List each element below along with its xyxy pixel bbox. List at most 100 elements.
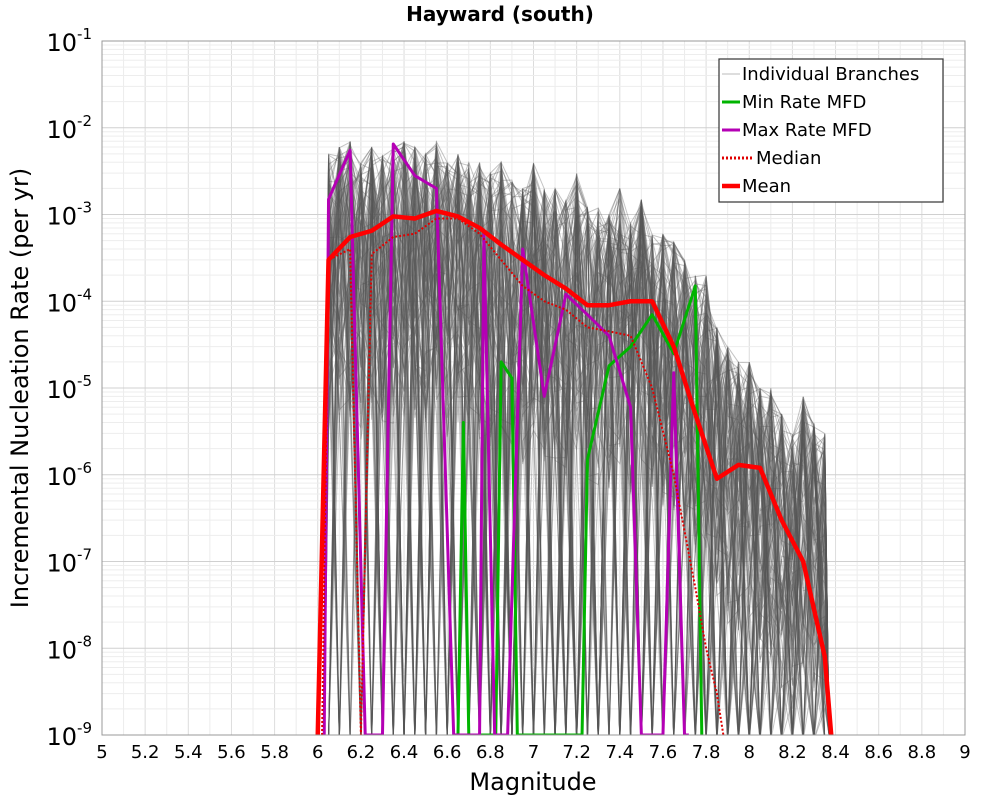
branch-line bbox=[323, 147, 830, 735]
branch-line bbox=[323, 154, 830, 735]
x-tick-label: 6.6 bbox=[433, 742, 462, 763]
y-tick-label: 10-1 bbox=[46, 25, 92, 57]
branch-line bbox=[323, 169, 830, 735]
branch-line bbox=[323, 158, 830, 735]
branch-line bbox=[324, 145, 830, 735]
branch-line bbox=[323, 142, 830, 735]
branch-line bbox=[323, 154, 830, 735]
branch-line bbox=[323, 155, 830, 735]
branch-line bbox=[323, 154, 830, 735]
x-tick-label: 7.2 bbox=[562, 742, 591, 763]
branch-line bbox=[323, 146, 830, 735]
branch-line bbox=[323, 142, 830, 735]
plot-frame bbox=[101, 40, 966, 736]
y-tick-label: 10-9 bbox=[46, 719, 92, 751]
legend-label: Min Rate MFD bbox=[742, 92, 866, 113]
branch-line bbox=[323, 148, 830, 735]
branch-line bbox=[323, 145, 830, 735]
branch-line bbox=[323, 146, 830, 735]
branch-line bbox=[323, 147, 830, 735]
y-tick-label: 10-7 bbox=[46, 546, 92, 578]
branch-line bbox=[324, 182, 830, 735]
branch-line bbox=[323, 148, 830, 735]
branch-line bbox=[323, 141, 830, 735]
branch-line bbox=[323, 161, 830, 735]
branch-line bbox=[323, 150, 830, 735]
branch-line bbox=[323, 169, 830, 735]
branch-line bbox=[323, 156, 830, 735]
branch-line bbox=[323, 148, 830, 735]
y-tick-label: 10-3 bbox=[46, 199, 92, 231]
branch-line bbox=[324, 142, 830, 735]
branch-line bbox=[323, 165, 830, 735]
branch-line bbox=[323, 162, 830, 735]
branch-line bbox=[324, 158, 830, 735]
branch-line bbox=[323, 149, 830, 735]
branch-line bbox=[323, 158, 830, 735]
legend: Individual Branches Min Rate MFD Max Rate … bbox=[718, 58, 944, 203]
branch-line bbox=[323, 147, 830, 735]
branch-line bbox=[323, 186, 830, 735]
x-tick-label: 5.8 bbox=[260, 742, 289, 763]
y-tick-label: 10-2 bbox=[46, 112, 92, 144]
branch-line bbox=[323, 147, 830, 735]
branch-line bbox=[323, 156, 830, 735]
branch-line bbox=[323, 147, 830, 735]
branch-line bbox=[324, 151, 830, 735]
branch-line bbox=[324, 156, 830, 735]
branch-line bbox=[323, 149, 830, 735]
x-tick-label: 9 bbox=[959, 742, 970, 763]
x-tick-label: 6.2 bbox=[347, 742, 376, 763]
branch-line bbox=[323, 143, 830, 735]
branch-line bbox=[323, 169, 830, 735]
branch-line bbox=[323, 161, 830, 735]
branch-line bbox=[323, 149, 830, 735]
branch-line bbox=[323, 146, 830, 735]
branch-line bbox=[324, 166, 830, 735]
branch-line bbox=[323, 145, 830, 735]
branch-line bbox=[323, 154, 830, 735]
branch-line bbox=[323, 139, 830, 735]
branch-line bbox=[323, 141, 830, 735]
branch-line bbox=[323, 148, 830, 735]
branch-line bbox=[323, 153, 830, 735]
branch-line bbox=[323, 145, 830, 735]
x-tick-label: 6.8 bbox=[476, 742, 505, 763]
branch-line bbox=[323, 161, 830, 735]
y-axis-title: Incremental Nucleation Rate (per yr) bbox=[6, 168, 34, 608]
x-tick-label: 8.2 bbox=[778, 742, 807, 763]
x-tick-label: 8.4 bbox=[821, 742, 850, 763]
series-lines bbox=[315, 142, 834, 735]
branch-line bbox=[323, 149, 830, 735]
branch-line bbox=[323, 150, 830, 735]
x-tick-label: 7.4 bbox=[605, 742, 634, 763]
x-tick-label: 5.4 bbox=[174, 742, 203, 763]
series-line-median bbox=[321, 217, 725, 735]
branch-line bbox=[323, 141, 830, 735]
x-tick-label: 7.8 bbox=[692, 742, 721, 763]
individual-branches-series bbox=[323, 139, 830, 735]
x-tick-label: 7.6 bbox=[649, 742, 678, 763]
branch-line bbox=[324, 149, 830, 735]
branch-line bbox=[324, 141, 830, 735]
branch-line bbox=[323, 158, 830, 735]
branch-line bbox=[323, 161, 830, 735]
branch-line bbox=[323, 150, 830, 735]
branch-line bbox=[324, 142, 830, 735]
x-tick-label: 7 bbox=[528, 742, 539, 763]
series-line-min-rate-mfd bbox=[456, 284, 704, 735]
branch-line bbox=[323, 162, 830, 735]
y-tick-label: 10-8 bbox=[46, 632, 92, 664]
x-tick-label: 8.6 bbox=[864, 742, 893, 763]
branch-line bbox=[323, 155, 830, 735]
branch-line bbox=[323, 187, 830, 735]
x-tick-label: 5.2 bbox=[131, 742, 160, 763]
branch-line bbox=[323, 150, 830, 735]
y-tick-label: 10-6 bbox=[46, 459, 92, 491]
chart-title: Hayward (south) bbox=[406, 2, 594, 26]
branch-line bbox=[323, 142, 830, 735]
branch-line bbox=[323, 148, 830, 735]
branch-line bbox=[323, 147, 830, 735]
legend-label: Max Rate MFD bbox=[742, 120, 872, 141]
